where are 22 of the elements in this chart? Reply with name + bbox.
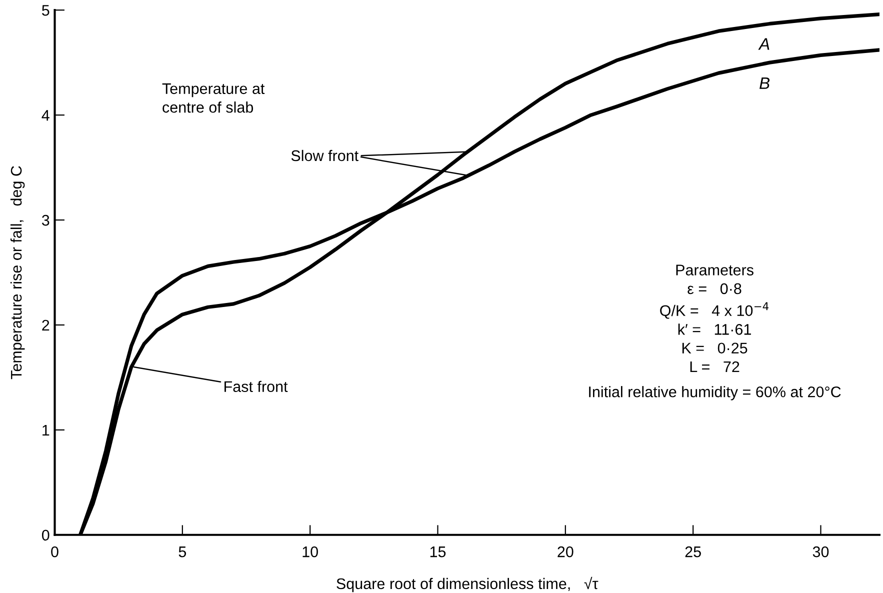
y-tick-label: 3 [42, 214, 50, 226]
x-tick-label: 0 [51, 546, 58, 558]
annotation: Initial relative humidity = 60% at 20°C [589, 386, 841, 400]
annotation: Temperature at centre of slab [162, 83, 265, 113]
series-label: A [758, 38, 770, 50]
x-tick-label: 30 [812, 546, 829, 558]
y-tick-label: 2 [42, 320, 50, 330]
x-axis-title: Square root of dimensionless time, √τ [336, 576, 598, 592]
y-axis-title: Temperature rise or fall, deg C [10, 166, 25, 380]
annotation: Slow front [291, 150, 358, 162]
y-tick-label: 4 [42, 110, 50, 121]
y-tick-label: 0 [42, 530, 50, 541]
text: Parameters ε = 0·8 Q/K = 4 x 10$^{−4}$ k′ = 11·61 K = 0·25 L = 72 [660, 264, 769, 372]
annotation: Fast front [224, 380, 288, 392]
y-tick-label: 5 [42, 5, 50, 16]
x-tick-label: 5 [178, 546, 186, 558]
y-tick-label: 1 [42, 424, 50, 436]
x-tick-label: 15 [430, 546, 446, 558]
x-tick-label: 20 [558, 546, 574, 558]
x-tick-label: 25 [685, 546, 701, 558]
series-label: B [760, 77, 770, 89]
x-tick-label: 10 [302, 546, 318, 558]
